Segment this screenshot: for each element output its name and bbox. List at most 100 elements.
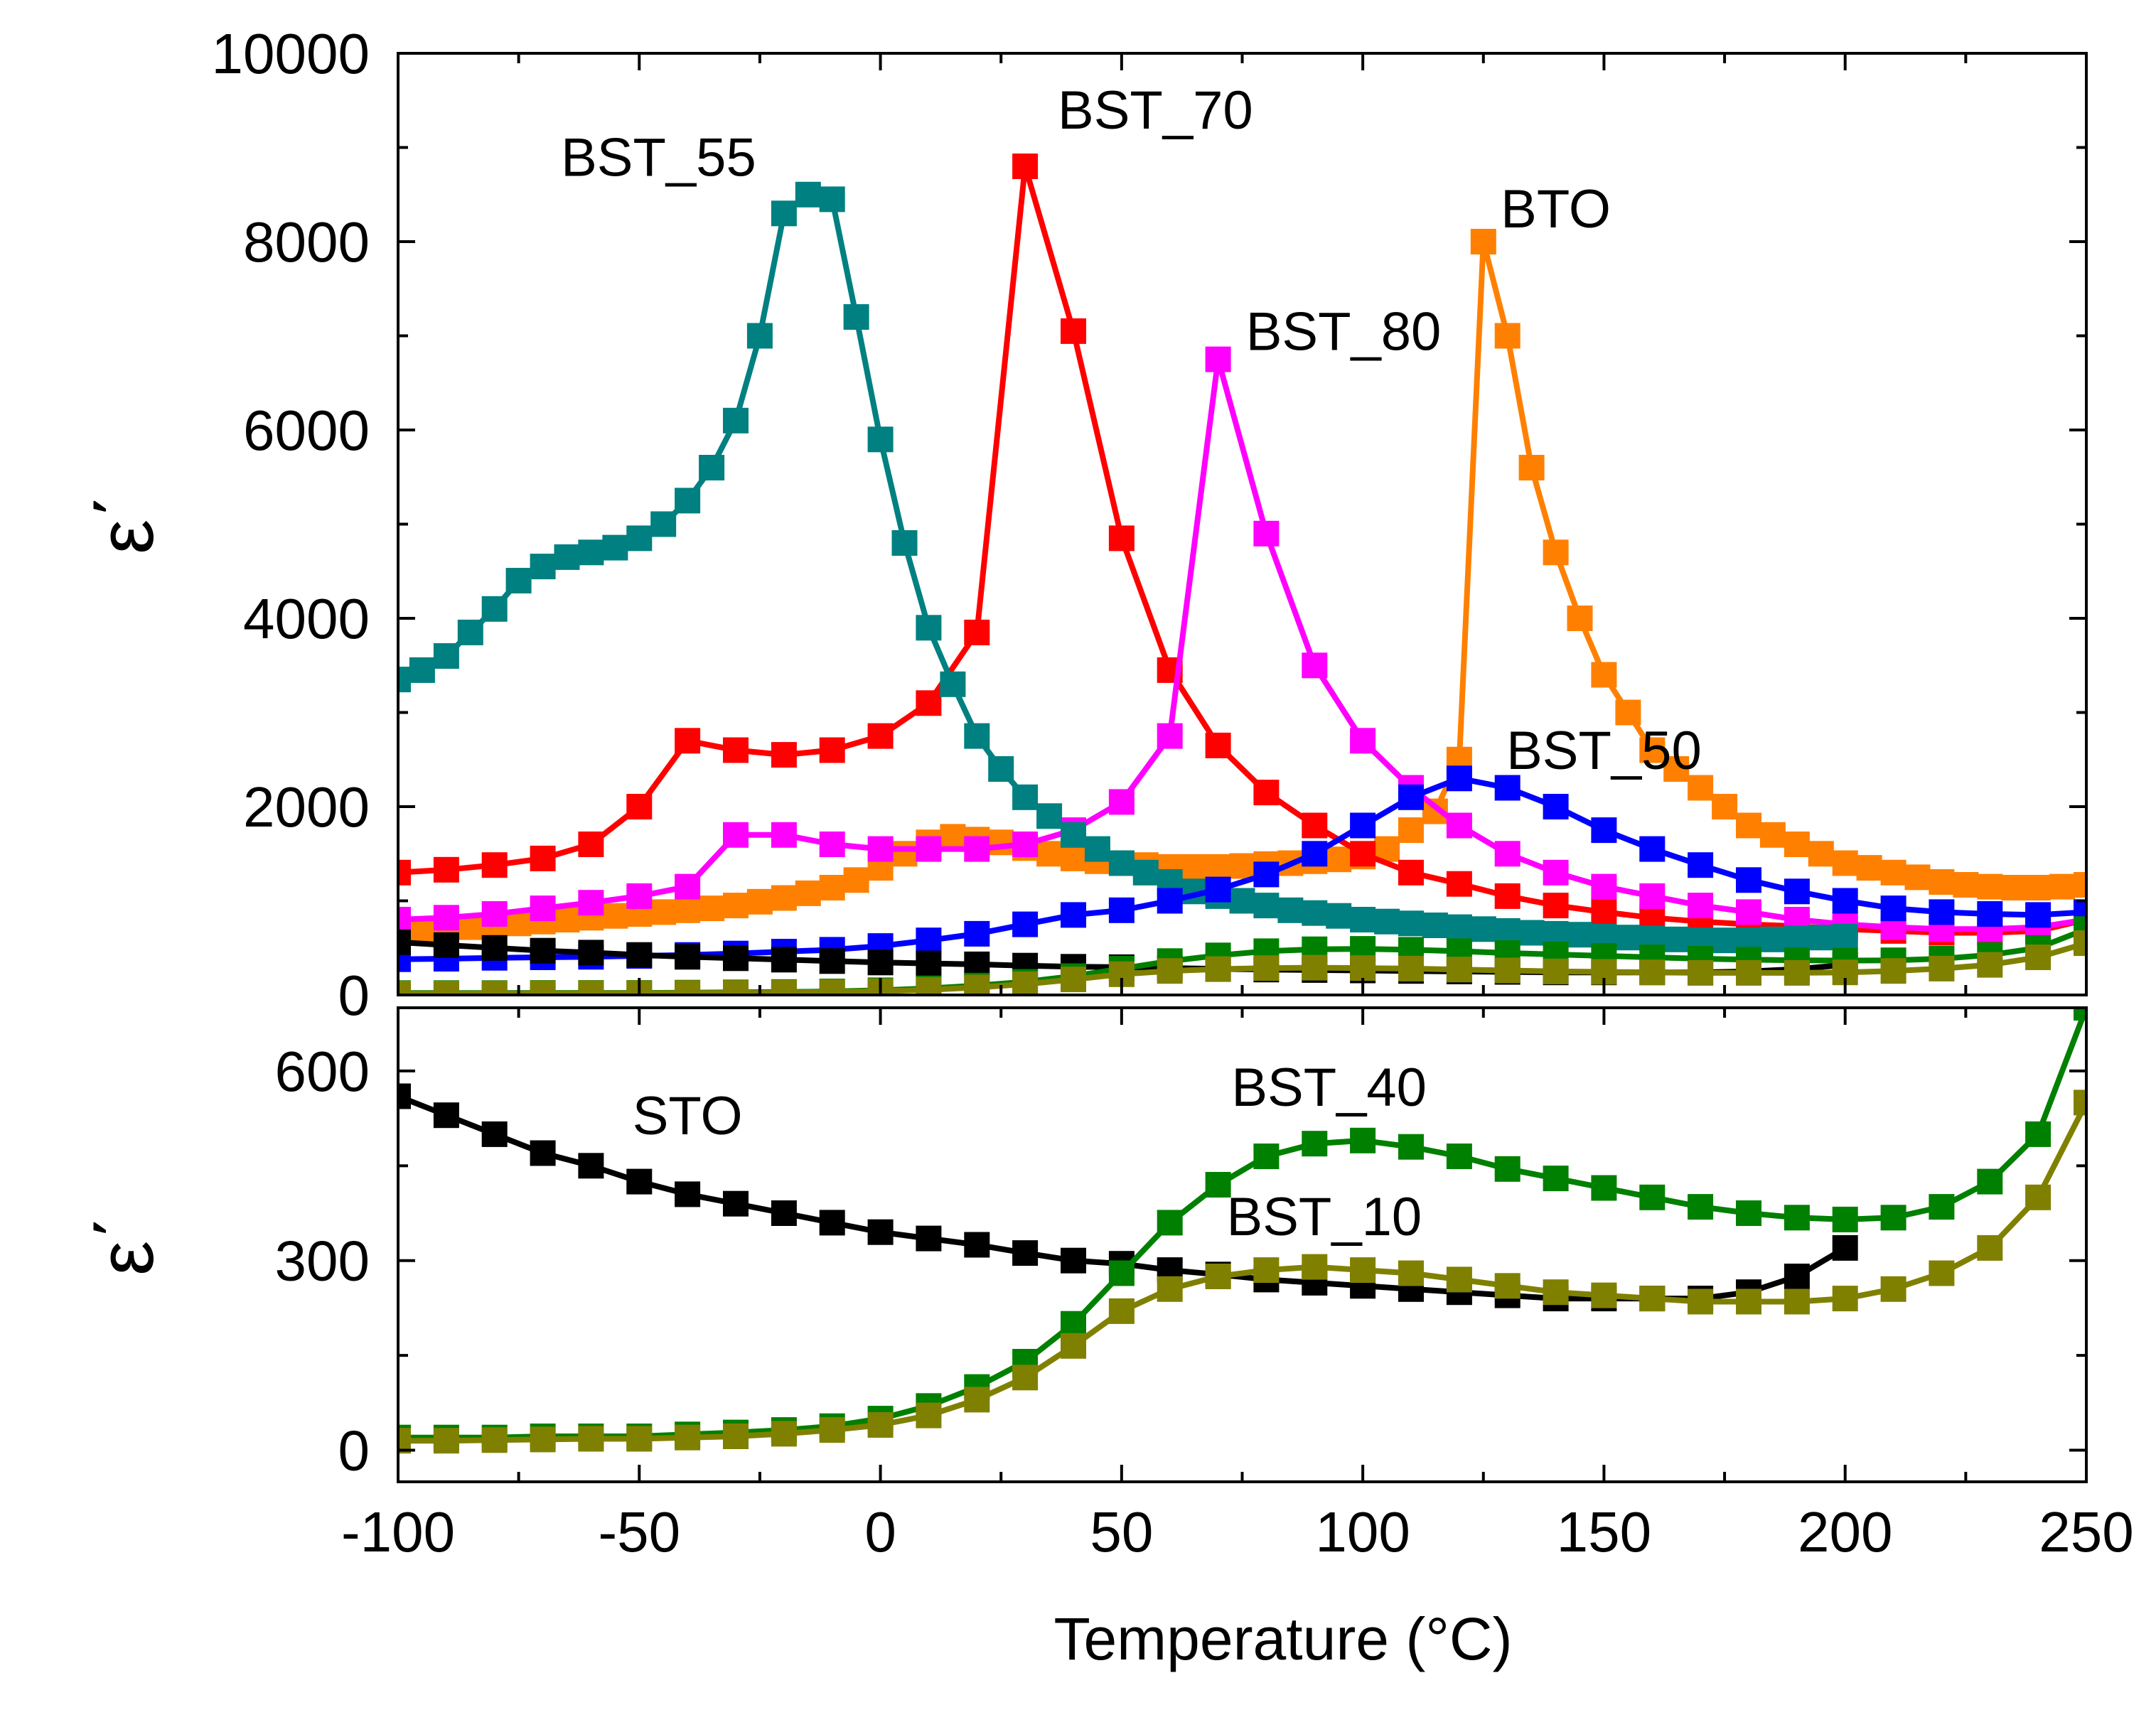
data-point xyxy=(1253,955,1280,981)
data-point xyxy=(1084,836,1110,862)
data-point xyxy=(1953,872,1979,898)
data-point xyxy=(433,1428,459,1454)
data-point xyxy=(1350,812,1376,839)
data-point xyxy=(2074,1008,2086,1021)
data-point xyxy=(1253,893,1280,919)
data-point xyxy=(1061,1311,1086,1337)
data-point xyxy=(675,488,701,514)
data-point xyxy=(554,907,580,932)
x-tick-label: -100 xyxy=(341,1500,455,1564)
data-point xyxy=(1977,901,2003,927)
data-point xyxy=(481,596,508,622)
y-tick-label: 0 xyxy=(338,1419,370,1483)
data-point xyxy=(1929,1194,1955,1220)
data-point xyxy=(1832,1234,1858,1261)
x-tick-label: 250 xyxy=(2039,1500,2133,1564)
data-point xyxy=(891,841,918,867)
data-point xyxy=(723,893,749,919)
data-point xyxy=(1012,784,1039,810)
data-point xyxy=(1639,883,1666,909)
data-point xyxy=(867,426,894,453)
x-tick-label: 0 xyxy=(864,1500,896,1564)
data-point xyxy=(650,511,677,537)
data-point xyxy=(1856,855,1882,881)
data-point xyxy=(916,1402,942,1429)
series-label: BTO xyxy=(1501,179,1611,240)
data-point xyxy=(1832,923,1858,949)
data-point xyxy=(675,944,701,970)
data-point xyxy=(723,1424,749,1449)
plot-area xyxy=(398,154,2086,995)
data-point xyxy=(843,867,869,893)
data-point xyxy=(578,539,604,566)
data-point xyxy=(433,981,459,995)
data-point xyxy=(1543,1279,1569,1306)
data-point xyxy=(1108,1260,1135,1286)
y-tick-label: 6000 xyxy=(243,399,370,462)
data-point xyxy=(1181,854,1207,880)
data-point xyxy=(626,1168,653,1195)
data-point xyxy=(1326,903,1352,929)
data-point xyxy=(1518,920,1545,946)
data-point xyxy=(1108,850,1135,876)
data-point xyxy=(626,1426,653,1452)
data-point xyxy=(1977,1168,2003,1195)
data-point xyxy=(1446,957,1472,983)
data-point xyxy=(2001,875,2027,900)
data-point xyxy=(1012,154,1039,179)
data-point xyxy=(578,890,604,916)
data-point xyxy=(819,1417,845,1443)
data-point xyxy=(1784,1205,1810,1231)
data-point xyxy=(1061,1333,1086,1359)
data-point xyxy=(602,903,628,929)
data-point xyxy=(723,945,749,972)
data-point xyxy=(2074,872,2086,898)
y-tick-label: 10000 xyxy=(212,22,370,85)
data-point xyxy=(771,947,797,973)
data-point xyxy=(530,895,556,922)
data-point xyxy=(1229,888,1255,914)
data-point xyxy=(626,525,653,552)
data-point xyxy=(1712,794,1738,819)
series-bst-10 xyxy=(398,930,2086,995)
data-point xyxy=(1929,955,1955,981)
data-point xyxy=(867,949,894,976)
data-point xyxy=(699,455,725,480)
data-point xyxy=(867,836,894,862)
data-point xyxy=(1543,859,1569,886)
data-point xyxy=(1012,1240,1039,1266)
data-point xyxy=(1132,859,1159,886)
data-point xyxy=(1205,1172,1231,1198)
data-point xyxy=(650,899,677,925)
data-point xyxy=(964,1232,990,1258)
data-point xyxy=(1639,1286,1666,1312)
data-point xyxy=(1759,822,1786,848)
data-point xyxy=(1494,323,1521,349)
data-point xyxy=(1350,955,1376,981)
data-point xyxy=(1977,952,2003,978)
data-point xyxy=(1808,841,1834,867)
data-point xyxy=(578,1153,604,1179)
data-point xyxy=(1784,832,1810,857)
data-point xyxy=(1205,346,1231,372)
data-point xyxy=(1639,959,1666,986)
data-point xyxy=(505,568,532,593)
data-point xyxy=(916,977,942,995)
data-point xyxy=(1398,859,1424,886)
data-point xyxy=(771,742,797,768)
data-point xyxy=(481,935,508,961)
data-point xyxy=(723,407,749,434)
data-point xyxy=(1061,318,1086,344)
x-tick-label: 200 xyxy=(1798,1500,1892,1564)
data-point xyxy=(1446,914,1472,940)
data-point xyxy=(1688,1288,1714,1315)
data-point xyxy=(481,980,508,995)
data-point xyxy=(433,932,459,958)
data-point xyxy=(1398,784,1424,810)
y-tick-label: 300 xyxy=(275,1230,370,1293)
data-point xyxy=(1518,455,1545,480)
data-point xyxy=(1880,895,1906,922)
data-point xyxy=(1929,869,1955,895)
data-point xyxy=(1036,803,1063,829)
